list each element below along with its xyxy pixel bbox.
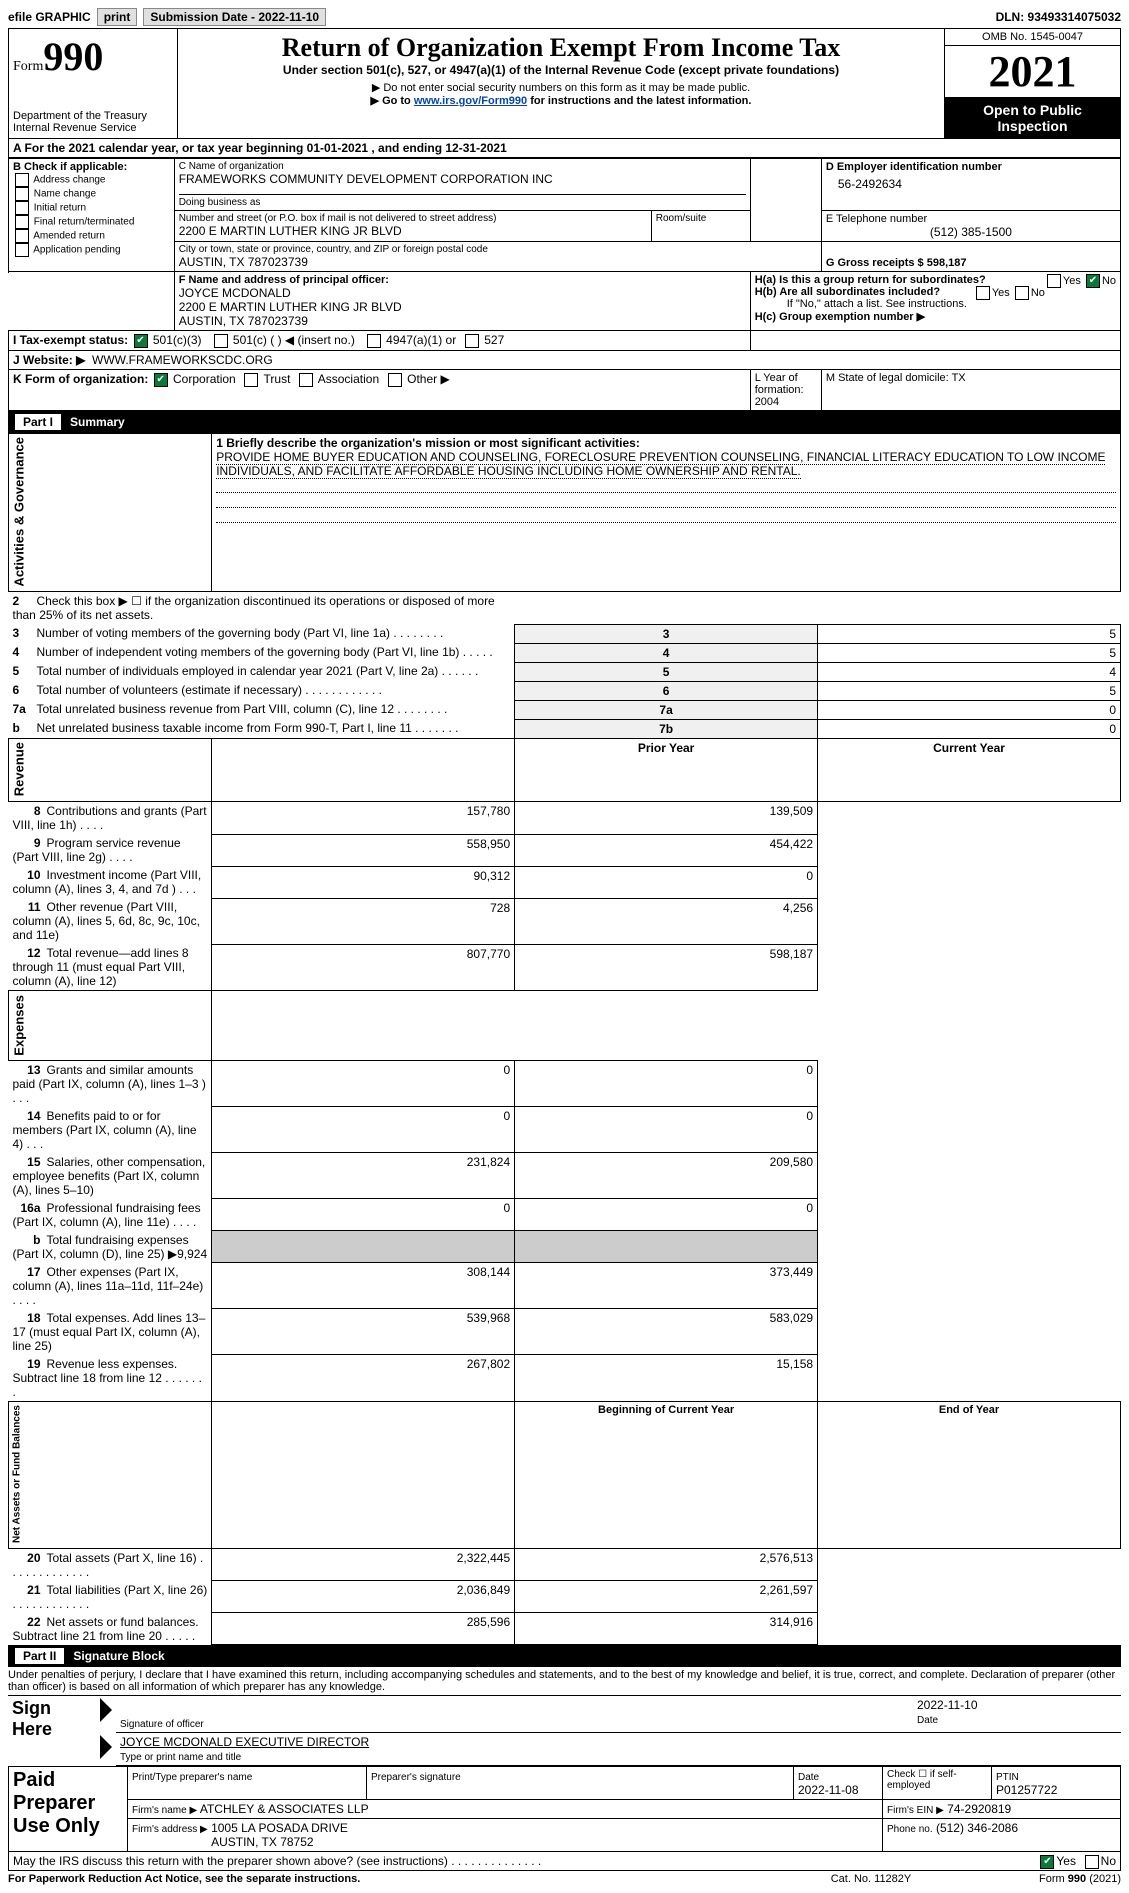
footer-mid: Cat. No. 11282Y [771,1873,971,1885]
tax-year: 2021 [945,45,1120,98]
dba-label: Doing business as [179,194,746,208]
ein: 56-2492634 [826,173,1116,191]
firm-name: ATCHLEY & ASSOCIATES LLP [200,1802,369,1816]
website: WWW.FRAMEWORKSCDC.ORG [92,353,273,367]
sign-here: Sign Here [8,1696,96,1766]
city-state: AUSTIN, TX 787023739 [179,255,817,269]
paid-preparer: Paid Preparer Use Only [9,1767,128,1852]
irs-link[interactable]: www.irs.gov/Form990 [414,95,527,107]
form-note1: ▶ Do not enter social security numbers o… [182,81,940,94]
perjury-text: Under penalties of perjury, I declare th… [8,1667,1121,1696]
c-name-label: C Name of organization [179,161,746,172]
submission-date: Submission Date - 2022-11-10 [143,8,326,26]
officer-name: JOYCE MCDONALD EXECUTIVE DIRECTOR [120,1735,369,1749]
form-word: Form [13,59,43,74]
print-button[interactable]: print [97,8,138,26]
b-label: B Check if applicable: [13,161,170,173]
exp-label: Expenses [9,991,212,1061]
firm-address: 1005 LA POSADA DRIVE AUSTIN, TX 78752 [211,1821,348,1849]
footer-left: For Paperwork Reduction Act Notice, see … [8,1873,771,1885]
form-number: 990 [43,34,103,79]
inspection-label: Open to Public Inspection [945,98,1120,138]
room-label: Room/suite [651,211,750,242]
header-bar: efile GRAPHIC print Submission Date - 20… [8,8,1121,26]
tax-exempt-row: I Tax-exempt status: ✔ 501(c)(3) 501(c) … [9,331,751,351]
form-title: Return of Organization Exempt From Incom… [182,33,940,63]
addr-label: Number and street (or P.O. box if mail i… [179,213,647,224]
part1-header: Part I Summary [8,411,1121,433]
e-label: E Telephone number [826,213,1116,225]
footer-right: Form 990 (2021) [971,1873,1121,1885]
l-formation: L Year of formation: 2004 [750,369,821,410]
org-name: FRAMEWORKS COMMUNITY DEVELOPMENT CORPORA… [179,172,746,186]
form-subtitle: Under section 501(c), 527, or 4947(a)(1)… [182,63,940,77]
entity-block: B Check if applicable: Address change Na… [8,158,1121,411]
m-domicile: M State of legal domicile: TX [821,369,1120,410]
efile-label: efile GRAPHIC [8,10,91,24]
gov-label: Activities & Governance [9,433,212,592]
rev-label: Revenue [9,738,212,801]
f-label: F Name and address of principal officer: [179,274,746,286]
g-label: G Gross receipts $ 598,187 [821,242,1120,272]
d-label: D Employer identification number [826,161,1116,173]
dept-label: Department of the Treasury Internal Reve… [13,110,173,134]
omb-label: OMB No. 1545-0047 [945,29,1120,45]
discuss-text: May the IRS discuss this return with the… [13,1854,541,1868]
city-label: City or town, state or province, country… [179,244,817,255]
period-line: A For the 2021 calendar year, or tax yea… [8,139,1121,158]
form-header: Form990 Department of the Treasury Inter… [8,28,1121,139]
part2-header: Part II Signature Block [8,1645,1121,1667]
signature-block: Sign Here Signature of officer 2022-11-1… [8,1696,1121,1766]
preparer-block: Paid Preparer Use Only Print/Type prepar… [8,1766,1121,1852]
dln-label: DLN: 93493314075032 [996,10,1121,24]
arrow-icon [100,1735,112,1759]
officer-info: JOYCE MCDONALD 2200 E MARTIN LUTHER KING… [179,286,746,328]
part1-table: Activities & Governance 1 Briefly descri… [8,433,1121,1645]
net-label: Net Assets or Fund Balances [9,1401,212,1548]
mission-text: PROVIDE HOME BUYER EDUCATION AND COUNSEL… [216,450,1105,479]
arrow-icon [100,1698,112,1722]
phone: (512) 385-1500 [826,225,1116,239]
street-address: 2200 E MARTIN LUTHER KING JR BLVD [179,224,647,238]
